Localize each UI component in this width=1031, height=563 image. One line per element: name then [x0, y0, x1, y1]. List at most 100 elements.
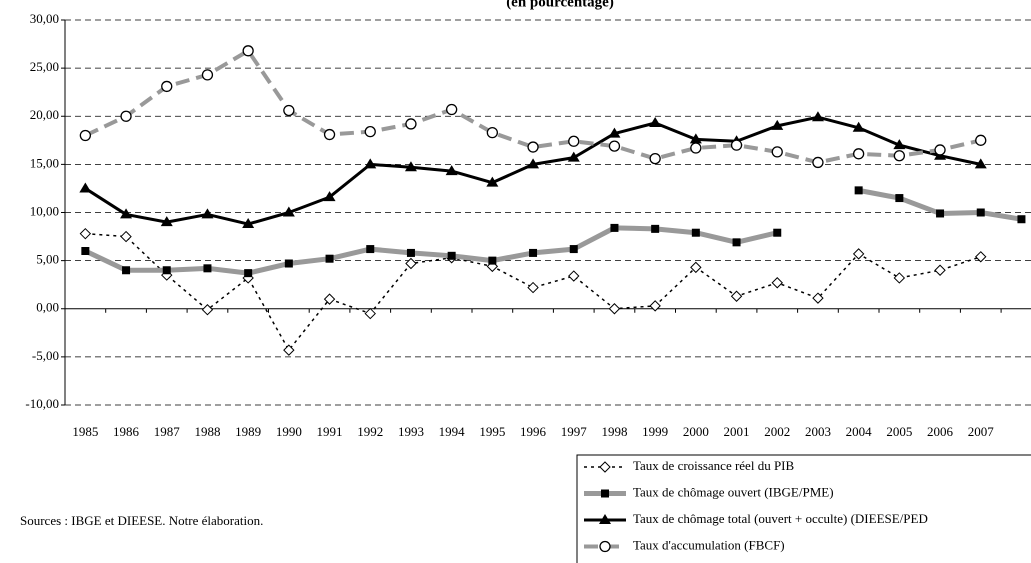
marker — [730, 290, 743, 302]
x-tick-label: 1994 — [439, 424, 466, 439]
legend-label: Taux de chômage total (ouvert + occulte)… — [633, 511, 928, 526]
x-tick-label: 1997 — [561, 424, 588, 439]
marker — [404, 161, 417, 172]
marker — [405, 257, 417, 270]
marker — [649, 116, 662, 127]
marker — [364, 158, 377, 169]
x-tick-label: 1990 — [276, 424, 302, 439]
series-line — [85, 232, 981, 351]
marker — [406, 248, 415, 257]
marker — [893, 139, 906, 150]
x-tick-label: 2003 — [805, 424, 831, 439]
marker — [201, 69, 214, 81]
marker — [812, 156, 824, 169]
marker — [976, 208, 985, 217]
marker — [325, 254, 334, 263]
marker — [893, 150, 905, 162]
y-tick-label: 25,00 — [30, 59, 59, 74]
marker — [79, 227, 92, 240]
marker — [649, 300, 661, 312]
y-tick-label: -10,00 — [25, 396, 59, 411]
legend-marker — [599, 540, 611, 553]
marker — [689, 133, 702, 144]
marker — [283, 344, 295, 356]
marker — [690, 142, 702, 154]
marker — [445, 103, 458, 116]
legend-box — [576, 454, 1031, 563]
marker — [732, 238, 741, 247]
marker — [730, 139, 743, 151]
x-tick-label: 1989 — [235, 424, 261, 439]
marker — [567, 151, 580, 162]
y-tick-label: 30,00 — [30, 11, 59, 26]
x-tick-label: 1996 — [520, 424, 547, 439]
marker — [447, 251, 456, 260]
x-tick-label: 2007 — [968, 424, 995, 439]
x-tick-label: 1991 — [317, 424, 343, 439]
marker — [608, 140, 621, 152]
marker — [974, 158, 987, 169]
marker — [79, 129, 91, 142]
legend-label: Taux de croissance réel du PIB — [633, 458, 795, 473]
y-tick-label: 15,00 — [30, 155, 59, 170]
x-tick-label: 2002 — [764, 424, 790, 439]
marker — [893, 272, 906, 284]
marker — [852, 121, 865, 132]
x-tick-label: 2006 — [927, 424, 954, 439]
marker — [486, 176, 499, 187]
marker — [364, 125, 376, 138]
marker — [811, 111, 824, 122]
marker — [162, 266, 171, 275]
marker — [242, 218, 255, 229]
marker — [608, 127, 621, 138]
marker — [486, 126, 499, 139]
marker — [242, 45, 254, 57]
marker — [852, 248, 865, 260]
marker — [323, 293, 336, 305]
x-tick-label: 2000 — [683, 424, 709, 439]
marker — [284, 259, 293, 268]
marker — [161, 80, 173, 93]
marker — [568, 270, 580, 282]
marker — [608, 303, 621, 315]
marker — [812, 292, 824, 304]
marker — [120, 230, 132, 243]
marker — [81, 247, 90, 255]
marker — [651, 224, 660, 233]
series-line — [84, 48, 982, 165]
legend-label: Taux d'accumulation (FBCF) — [633, 537, 785, 552]
marker — [895, 194, 904, 203]
legend-marker — [599, 461, 611, 473]
y-tick-label: -5,00 — [32, 348, 59, 363]
marker — [934, 144, 946, 156]
marker — [488, 256, 497, 265]
marker — [366, 245, 375, 254]
marker — [975, 251, 987, 263]
marker — [282, 206, 295, 217]
marker — [445, 165, 458, 176]
x-tick-label: 2001 — [724, 424, 750, 439]
marker — [323, 191, 336, 202]
marker — [527, 281, 539, 294]
source-note: Sources : IBGE et DIEESE. Notre élaborat… — [20, 513, 263, 528]
marker — [201, 304, 214, 316]
marker — [203, 264, 212, 273]
marker — [160, 216, 173, 227]
marker — [79, 182, 92, 193]
x-tick-label: 2004 — [846, 424, 873, 439]
chart-subtitle: (en pourcentage) — [506, 0, 614, 10]
marker — [771, 146, 783, 158]
marker — [936, 209, 945, 218]
x-tick-label: 1993 — [398, 424, 424, 439]
marker — [610, 223, 619, 232]
x-tick-label: 1992 — [357, 424, 383, 439]
marker — [691, 228, 700, 237]
marker — [934, 264, 946, 276]
y-tick-label: 10,00 — [30, 203, 59, 218]
marker — [122, 266, 131, 275]
marker — [364, 307, 376, 320]
marker — [649, 152, 661, 165]
y-tick-label: 20,00 — [30, 107, 59, 122]
x-tick-label: 1998 — [601, 424, 627, 439]
